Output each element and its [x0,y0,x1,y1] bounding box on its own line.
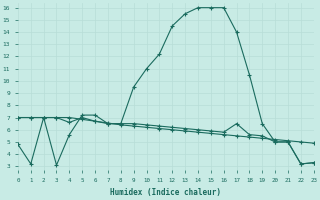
X-axis label: Humidex (Indice chaleur): Humidex (Indice chaleur) [110,188,221,197]
